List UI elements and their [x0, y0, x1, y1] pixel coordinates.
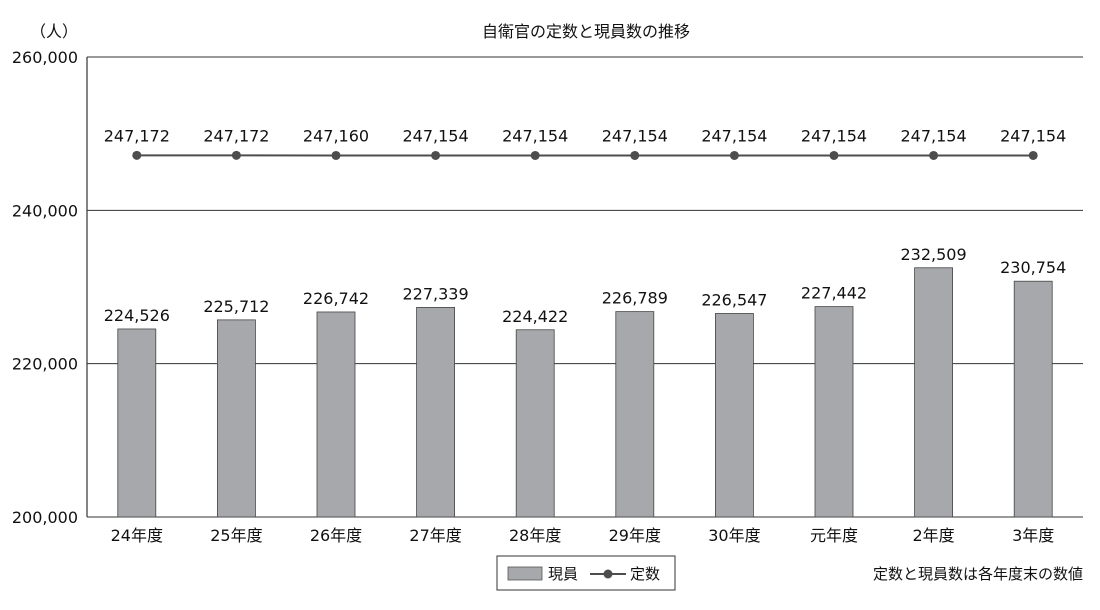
bar-series [117, 267, 1053, 518]
x-tick-label: 2年度 [913, 526, 955, 545]
line-point [231, 150, 241, 160]
legend-swatch-marker [603, 569, 613, 579]
bar-value-label: 227,339 [403, 284, 469, 303]
legend-label-bar: 現員 [548, 565, 578, 583]
line-point [729, 150, 739, 160]
y-unit-label: （人） [30, 22, 78, 41]
line-point [331, 150, 341, 160]
bar [416, 307, 456, 518]
line-value-label: 247,154 [801, 126, 867, 145]
bar-value-label: 226,547 [701, 290, 767, 309]
line-value-label: 247,154 [403, 126, 469, 145]
bar-value-label: 230,754 [1000, 258, 1066, 277]
line-value-label: 247,160 [303, 126, 369, 145]
line-value-label: 247,154 [502, 126, 568, 145]
x-tick-label: 30年度 [708, 526, 760, 545]
x-tick-label: 27年度 [409, 526, 461, 545]
bar-value-label: 226,789 [602, 289, 668, 308]
x-tick-label: 29年度 [609, 526, 661, 545]
line-value-label: 247,154 [901, 126, 967, 145]
bar-value-label: 224,526 [104, 306, 170, 325]
x-tick-label: 24年度 [111, 526, 163, 545]
bar-labels: 224,526 225,712 226,742 227,339 224,422 226,7… [104, 245, 1067, 326]
line-value-label: 247,154 [602, 126, 668, 145]
x-tick-label: 28年度 [509, 526, 561, 545]
footnote: 定数と現員数は各年度末の数値 [873, 565, 1083, 583]
bar [914, 267, 953, 518]
legend-swatch-bar [507, 566, 543, 581]
y-tick-label: 260,000 [12, 48, 78, 67]
bar-value-label: 224,422 [502, 307, 568, 326]
legend-label-line: 定数 [630, 565, 660, 583]
bar-value-label: 226,742 [303, 289, 369, 308]
x-tick-label: 3年度 [1012, 526, 1054, 545]
line-value-label: 247,172 [104, 126, 170, 145]
line-value-label: 247,154 [1000, 126, 1066, 145]
line-point [431, 150, 441, 160]
bar [814, 306, 854, 518]
bar [615, 311, 655, 518]
bar [117, 328, 157, 518]
bar-value-label: 225,712 [203, 297, 269, 316]
line-value-label: 247,154 [701, 126, 767, 145]
bar-value-label: 227,442 [801, 284, 867, 303]
line-point [829, 150, 839, 160]
chart-title: 自衛官の定数と現員数の推移 [482, 22, 690, 41]
bar [515, 329, 555, 518]
y-axis-ticks: 200,000 220,000 240,000 260,000 [12, 48, 78, 527]
line-point [530, 150, 540, 160]
x-tick-label: 26年度 [310, 526, 362, 545]
x-tick-label: 元年度 [810, 526, 858, 545]
y-tick-label: 220,000 [12, 355, 78, 374]
line-point [132, 150, 142, 160]
legend: 現員 定数 [496, 555, 676, 591]
bar [316, 311, 356, 518]
line-point [1028, 150, 1038, 160]
line-value-label: 247,172 [203, 126, 269, 145]
y-tick-label: 240,000 [12, 201, 78, 220]
bar [216, 319, 256, 518]
bar [1013, 280, 1053, 518]
x-axis-ticks: 24年度 25年度 26年度 27年度 28年度 29年度 30年度 元年度 2年度 3年度 [111, 526, 1055, 545]
bar [715, 313, 754, 518]
y-tick-label: 200,000 [12, 508, 78, 527]
bar-value-label: 232,509 [901, 245, 967, 264]
line-point [630, 150, 640, 160]
x-tick-label: 25年度 [210, 526, 262, 545]
line-series [132, 150, 1038, 160]
line-point [929, 150, 939, 160]
line-labels: 247,172 247,172 247,160 247,154 247,154 247,1… [104, 126, 1067, 145]
